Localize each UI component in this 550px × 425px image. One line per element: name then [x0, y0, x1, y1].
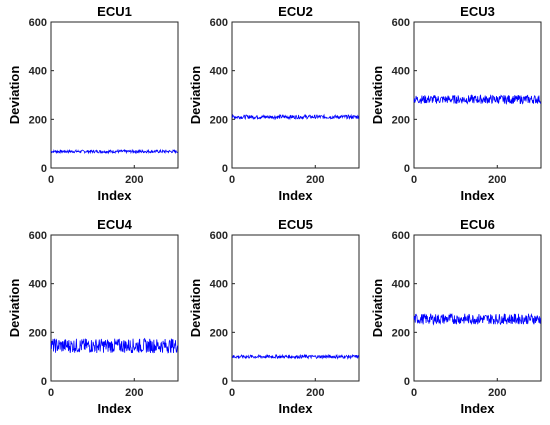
y-tick-label: 600	[392, 17, 410, 29]
subplot-title: ECU3	[460, 4, 495, 19]
x-tick-label: 0	[48, 387, 54, 399]
y-tick-label: 600	[210, 230, 228, 242]
y-tick-label: 400	[29, 66, 47, 78]
x-tick-label: 0	[229, 387, 235, 399]
x-axis-label: Index	[461, 188, 496, 203]
x-axis-label: Index	[279, 188, 314, 203]
axes-frame	[231, 234, 360, 382]
y-tick-label: 200	[29, 114, 47, 126]
x-tick-label: 0	[411, 174, 417, 186]
y-tick-label: 400	[210, 279, 228, 291]
axes-frame	[50, 21, 179, 169]
axes-frame	[413, 234, 542, 382]
y-tick-label: 0	[222, 376, 228, 388]
y-tick-label: 400	[392, 279, 410, 291]
y-tick-label: 400	[29, 279, 47, 291]
y-tick-label: 200	[392, 114, 410, 126]
series-line	[413, 312, 541, 326]
y-tick-label: 600	[29, 230, 47, 242]
axes-frame	[413, 21, 542, 169]
y-tick-label: 0	[222, 163, 228, 175]
y-tick-label: 600	[210, 17, 228, 29]
series-line	[231, 353, 359, 360]
x-axis-label: Index	[98, 401, 133, 416]
y-axis-label: Deviation	[370, 279, 385, 338]
x-tick-label: 0	[411, 387, 417, 399]
subplot-title: ECU5	[278, 217, 313, 232]
x-tick-label: 200	[488, 387, 506, 399]
y-tick-label: 200	[29, 327, 47, 339]
series-line	[413, 94, 541, 105]
x-tick-label: 200	[306, 174, 324, 186]
y-tick-label: 400	[392, 66, 410, 78]
subplot-ecu1: 0 200 400 600 0 200 ECU1 Index Deviation	[7, 4, 179, 203]
x-tick-label: 200	[125, 387, 143, 399]
series-line	[231, 113, 359, 121]
y-tick-label: 600	[392, 230, 410, 242]
subplot-ecu2: 0 200 400 600 0 200 ECU2 Index Deviation	[188, 4, 360, 203]
subplot-ecu3: 0 200 400 600 0 200 ECU3 Index Deviation	[370, 4, 542, 203]
x-axis-label: Index	[461, 401, 496, 416]
y-tick-label: 600	[29, 17, 47, 29]
y-axis-label: Deviation	[370, 66, 385, 125]
y-tick-label: 200	[210, 327, 228, 339]
x-axis-label: Index	[98, 188, 133, 203]
x-tick-label: 200	[125, 174, 143, 186]
x-tick-label: 200	[488, 174, 506, 186]
y-axis-label: Deviation	[188, 66, 203, 125]
y-axis-label: Deviation	[188, 279, 203, 338]
axes-frame	[231, 21, 360, 169]
axes-frame	[50, 234, 179, 382]
subplot-title: ECU2	[278, 4, 313, 19]
subplot-title: ECU1	[97, 4, 132, 19]
y-tick-label: 400	[210, 66, 228, 78]
series-line	[50, 148, 178, 155]
x-tick-label: 0	[229, 174, 235, 186]
y-tick-label: 200	[392, 327, 410, 339]
subplot-title: ECU6	[460, 217, 495, 232]
y-tick-label: 0	[41, 376, 47, 388]
y-tick-label: 200	[210, 114, 228, 126]
subplot-ecu6: 0 200 400 600 0 200 ECU6 Index Deviation	[370, 217, 542, 416]
subplot-ecu4: 0 200 400 600 0 200 ECU4 Index Deviation	[7, 217, 179, 416]
y-tick-label: 0	[404, 376, 410, 388]
y-tick-label: 0	[404, 163, 410, 175]
series-line	[50, 337, 178, 354]
y-axis-label: Deviation	[7, 279, 22, 338]
subplot-title: ECU4	[97, 217, 132, 232]
y-tick-label: 0	[41, 163, 47, 175]
y-axis-label: Deviation	[7, 66, 22, 125]
subplot-ecu5: 0 200 400 600 0 200 ECU5 Index Deviation	[188, 217, 360, 416]
x-axis-label: Index	[279, 401, 314, 416]
x-tick-label: 0	[48, 174, 54, 186]
x-tick-label: 200	[306, 387, 324, 399]
